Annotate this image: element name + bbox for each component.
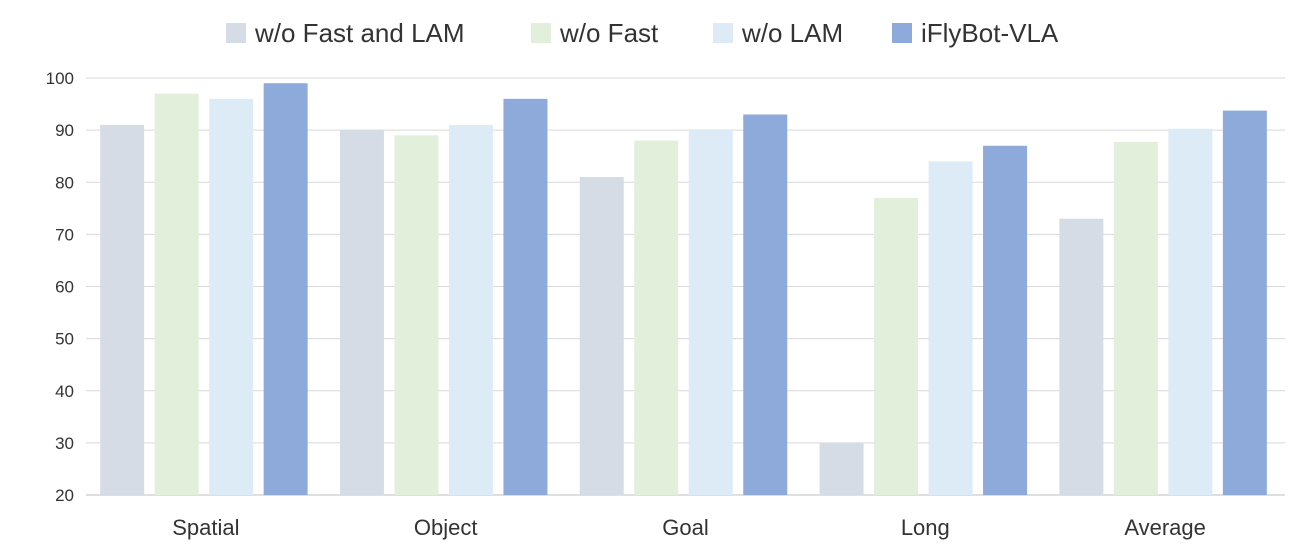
bar xyxy=(819,442,864,495)
bar xyxy=(983,145,1028,495)
y-tick-label: 30 xyxy=(55,434,74,453)
legend-swatch xyxy=(531,23,551,43)
bar xyxy=(874,197,919,495)
bar xyxy=(448,124,493,495)
y-axis: 20 30 40 50 60 70 80 90 100 xyxy=(46,69,74,505)
bar xyxy=(394,135,439,495)
x-tick-label: Spatial xyxy=(172,515,239,540)
x-axis: Spatial Object Goal Long Average xyxy=(172,515,1206,540)
bars xyxy=(100,83,1267,496)
y-tick-label: 60 xyxy=(55,278,74,297)
bar xyxy=(743,114,788,496)
bar xyxy=(503,98,548,495)
bar xyxy=(634,140,679,496)
bar xyxy=(209,98,254,495)
legend-swatch xyxy=(892,23,912,43)
legend-label: w/o Fast xyxy=(559,18,659,48)
legend: w/o Fast and LAM w/o Fast w/o LAM iFlyBot-V… xyxy=(226,18,1059,48)
y-tick-label: 70 xyxy=(55,225,74,244)
bar xyxy=(263,83,308,496)
legend-label: w/o Fast and LAM xyxy=(254,18,465,48)
bar xyxy=(1113,141,1158,495)
bar xyxy=(1168,128,1213,495)
y-tick-label: 20 xyxy=(55,486,74,505)
bar xyxy=(100,124,145,495)
y-tick-label: 40 xyxy=(55,382,74,401)
y-tick-label: 50 xyxy=(55,330,74,349)
legend-label: iFlyBot-VLA xyxy=(921,18,1059,48)
y-tick-label: 90 xyxy=(55,121,74,140)
bar xyxy=(154,93,199,495)
x-tick-label: Average xyxy=(1124,515,1206,540)
x-tick-label: Object xyxy=(414,515,478,540)
bar xyxy=(579,177,624,495)
x-tick-label: Long xyxy=(901,515,950,540)
legend-swatch xyxy=(713,23,733,43)
bar xyxy=(688,130,733,495)
bar xyxy=(1059,218,1104,496)
y-tick-label: 100 xyxy=(46,69,74,88)
y-tick-label: 80 xyxy=(55,173,74,192)
bar xyxy=(1222,110,1267,495)
bar xyxy=(928,161,973,495)
legend-label: w/o LAM xyxy=(741,18,843,48)
legend-swatch xyxy=(226,23,246,43)
bar xyxy=(339,130,384,495)
x-tick-label: Goal xyxy=(662,515,708,540)
